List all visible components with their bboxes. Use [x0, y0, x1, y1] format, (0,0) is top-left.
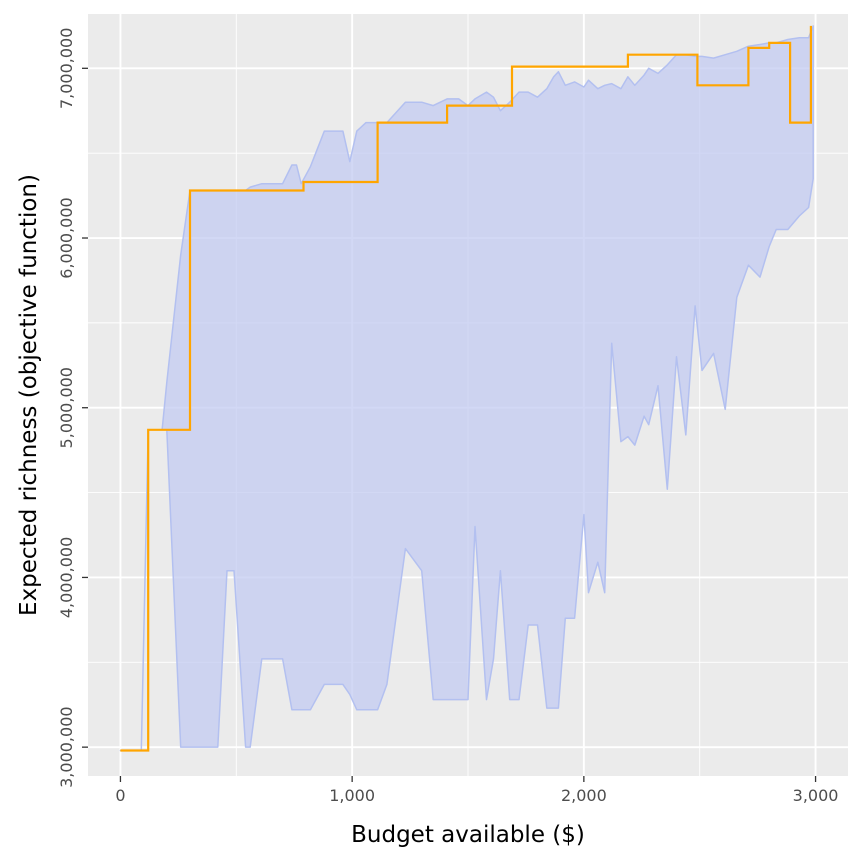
x-tick-label: 2,000: [561, 786, 607, 805]
x-tick-label: 1,000: [329, 786, 375, 805]
ribbon-area: [119, 25, 814, 752]
line-layer: [120, 25, 813, 752]
ribbon-layer: [119, 25, 814, 752]
x-tick-label: 3,000: [793, 786, 839, 805]
y-axis: 3,000,000 4,000,000 5,000,000 6,000,000 7,00…: [57, 28, 88, 788]
x-axis-title: Budget available ($): [351, 822, 585, 848]
y-tick-label: 5,000,000: [57, 367, 76, 448]
y-tick-label: 3,000,000: [57, 706, 76, 787]
y-tick-label: 7,000,000: [57, 28, 76, 109]
y-axis-title: Expected richness (objective function): [16, 174, 42, 616]
y-tick-label: 4,000,000: [57, 537, 76, 618]
step-line: [120, 25, 813, 752]
x-tick-label: 0: [115, 786, 125, 805]
y-tick-label: 6,000,000: [57, 197, 76, 278]
x-axis: 0 1,000 2,000 3,000: [115, 776, 838, 805]
